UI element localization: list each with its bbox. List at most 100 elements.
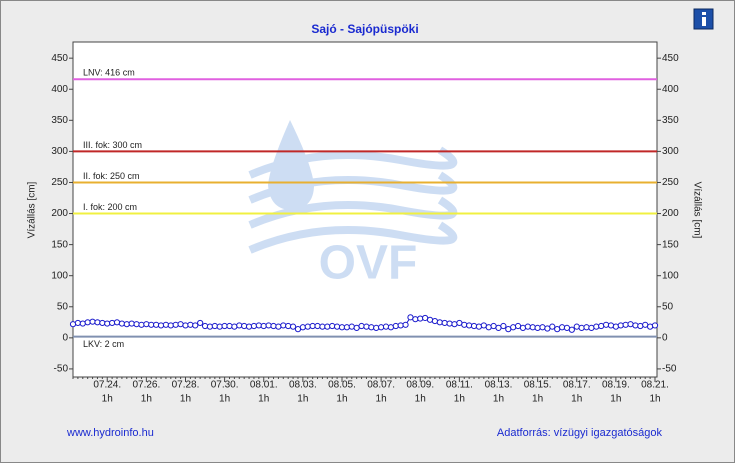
data-point <box>99 319 106 327</box>
data-point <box>118 320 126 327</box>
x-tick-label: 08.13. <box>485 380 513 391</box>
x-tick-label: 07.28. <box>172 380 200 391</box>
data-point <box>387 324 394 331</box>
threshold-label: II. fok: 250 cm <box>83 171 140 181</box>
y2-tick-label: 50 <box>662 301 674 312</box>
y2-axis-label: Vízállás [cm] <box>691 182 702 239</box>
x-tick-sublabel: 1h <box>180 394 191 405</box>
data-point <box>627 321 634 328</box>
data-point <box>485 324 492 331</box>
y2-tick-label: 0 <box>662 332 668 343</box>
x-tick-sublabel: 1h <box>610 394 621 405</box>
x-tick-sublabel: 1h <box>649 394 660 405</box>
data-point <box>392 322 399 330</box>
data-point <box>241 322 248 330</box>
data-point <box>192 322 199 329</box>
data-point <box>69 321 77 328</box>
data-point <box>539 324 546 331</box>
data-point <box>128 320 135 327</box>
y2-tick-label: -50 <box>662 364 677 375</box>
x-tick-sublabel: 1h <box>258 394 269 405</box>
data-point <box>206 323 214 330</box>
threshold-label: III. fok: 300 cm <box>83 140 142 150</box>
x-tick-sublabel: 1h <box>336 394 347 405</box>
data-point <box>104 320 111 327</box>
data-point <box>446 320 453 327</box>
x-tick-sublabel: 1h <box>571 394 582 405</box>
data-point <box>74 319 81 327</box>
data-point <box>329 322 336 330</box>
data-point <box>524 323 531 330</box>
data-point <box>368 324 375 331</box>
data-point <box>157 322 165 329</box>
data-point <box>324 323 331 330</box>
data-point <box>397 322 404 329</box>
data-point <box>598 322 605 330</box>
threshold-label: I. fok: 200 cm <box>83 202 137 212</box>
y-tick-label: 400 <box>51 84 68 95</box>
data-point <box>583 324 590 331</box>
data-point <box>568 326 575 333</box>
x-tick-sublabel: 1h <box>297 394 308 405</box>
data-point <box>612 323 619 330</box>
data-point <box>250 322 258 330</box>
data-point <box>622 321 629 328</box>
data-point <box>647 323 654 330</box>
data-point <box>382 323 390 330</box>
data-point <box>529 324 536 331</box>
data-point <box>211 322 218 330</box>
data-point <box>265 322 272 329</box>
data-point <box>441 319 448 327</box>
data-point <box>578 324 585 331</box>
data-point <box>172 321 179 328</box>
data-point <box>417 315 424 322</box>
info-button[interactable] <box>693 8 714 30</box>
x-tick-label: 08.05. <box>328 380 356 391</box>
data-point <box>412 316 419 323</box>
footer-link[interactable]: www.hydroinfo.hu <box>66 427 154 439</box>
data-point <box>314 322 321 330</box>
x-tick-label: 08.15. <box>524 380 552 391</box>
data-point <box>109 319 116 327</box>
data-point <box>534 324 541 331</box>
data-point <box>466 322 473 329</box>
data-point <box>343 324 350 331</box>
data-point <box>373 324 380 331</box>
data-point <box>187 321 194 328</box>
data-point <box>260 322 267 330</box>
data-point <box>245 323 253 330</box>
watermark: OVF <box>319 237 418 290</box>
data-point <box>162 321 170 328</box>
data-point <box>177 321 184 328</box>
data-point <box>602 321 610 328</box>
data-point <box>289 323 297 330</box>
data-point <box>299 324 306 331</box>
data-point <box>138 321 145 328</box>
y-tick-label: 150 <box>51 239 68 250</box>
data-point <box>363 323 370 330</box>
data-point <box>475 323 483 330</box>
y-tick-label: 200 <box>51 208 68 219</box>
threshold-label: LKV: 2 cm <box>83 339 124 349</box>
y-tick-label: -50 <box>54 364 69 375</box>
y2-tick-label: 350 <box>662 115 679 126</box>
data-point <box>436 319 443 326</box>
data-point <box>197 319 204 327</box>
x-tick-sublabel: 1h <box>376 394 387 405</box>
data-point <box>593 323 600 330</box>
threshold-label: LNV: 416 cm <box>83 68 135 78</box>
data-point <box>637 322 644 330</box>
data-point <box>431 317 439 325</box>
data-point <box>607 322 615 329</box>
data-point <box>94 319 101 326</box>
data-point <box>519 324 527 331</box>
y2-tick-label: 150 <box>662 239 679 250</box>
x-tick-sublabel: 1h <box>102 394 113 405</box>
y-tick-label: 50 <box>57 301 69 312</box>
data-point <box>348 323 355 330</box>
data-point <box>304 323 311 330</box>
data-point <box>451 321 458 328</box>
data-point <box>334 323 341 330</box>
data-point <box>231 323 238 330</box>
